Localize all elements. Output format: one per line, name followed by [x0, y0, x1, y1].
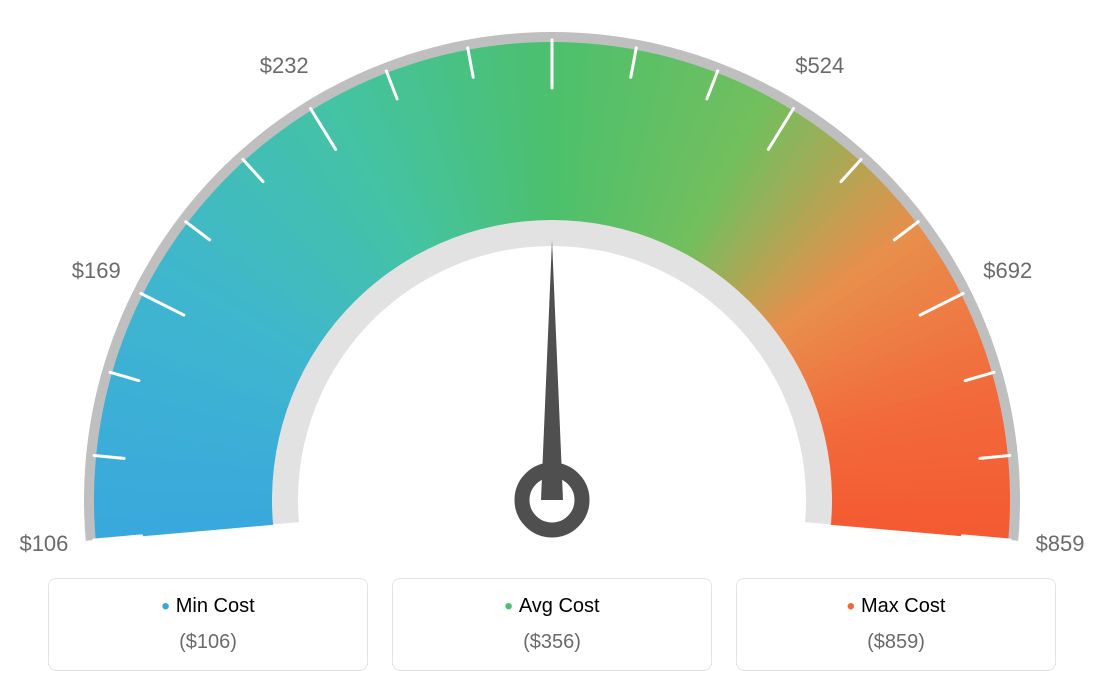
legend-dot-max: • [847, 593, 855, 620]
legend-title-avg: • Avg Cost [403, 593, 701, 621]
gauge-svg [0, 0, 1104, 560]
gauge-tick-label: $106 [19, 531, 68, 557]
legend-title-max: • Max Cost [747, 593, 1045, 621]
legend-label-min: Min Cost [176, 595, 255, 617]
gauge-tick-label: $232 [260, 53, 309, 79]
legend-value-avg: ($356) [403, 631, 701, 654]
legend-dot-min: • [161, 593, 169, 620]
legend-label-avg: Avg Cost [519, 595, 600, 617]
legend-card-min: • Min Cost ($106) [48, 578, 368, 671]
legend-label-max: Max Cost [861, 595, 945, 617]
legend-row: • Min Cost ($106) • Avg Cost ($356) • Max C… [0, 578, 1104, 671]
cost-gauge: $106 $169 $232 $356 $524 $692 $859 [0, 0, 1104, 560]
legend-value-min: ($106) [59, 631, 357, 654]
gauge-tick-label: $692 [983, 258, 1032, 284]
legend-title-min: • Min Cost [59, 593, 357, 621]
gauge-tick-label: $524 [795, 53, 844, 79]
gauge-tick-label: $169 [72, 258, 121, 284]
gauge-tick-label: $356 [528, 0, 577, 3]
legend-card-max: • Max Cost ($859) [736, 578, 1056, 671]
gauge-tick-label: $859 [1036, 531, 1085, 557]
legend-card-avg: • Avg Cost ($356) [392, 578, 712, 671]
legend-value-max: ($859) [747, 631, 1045, 654]
legend-dot-avg: • [504, 593, 512, 620]
